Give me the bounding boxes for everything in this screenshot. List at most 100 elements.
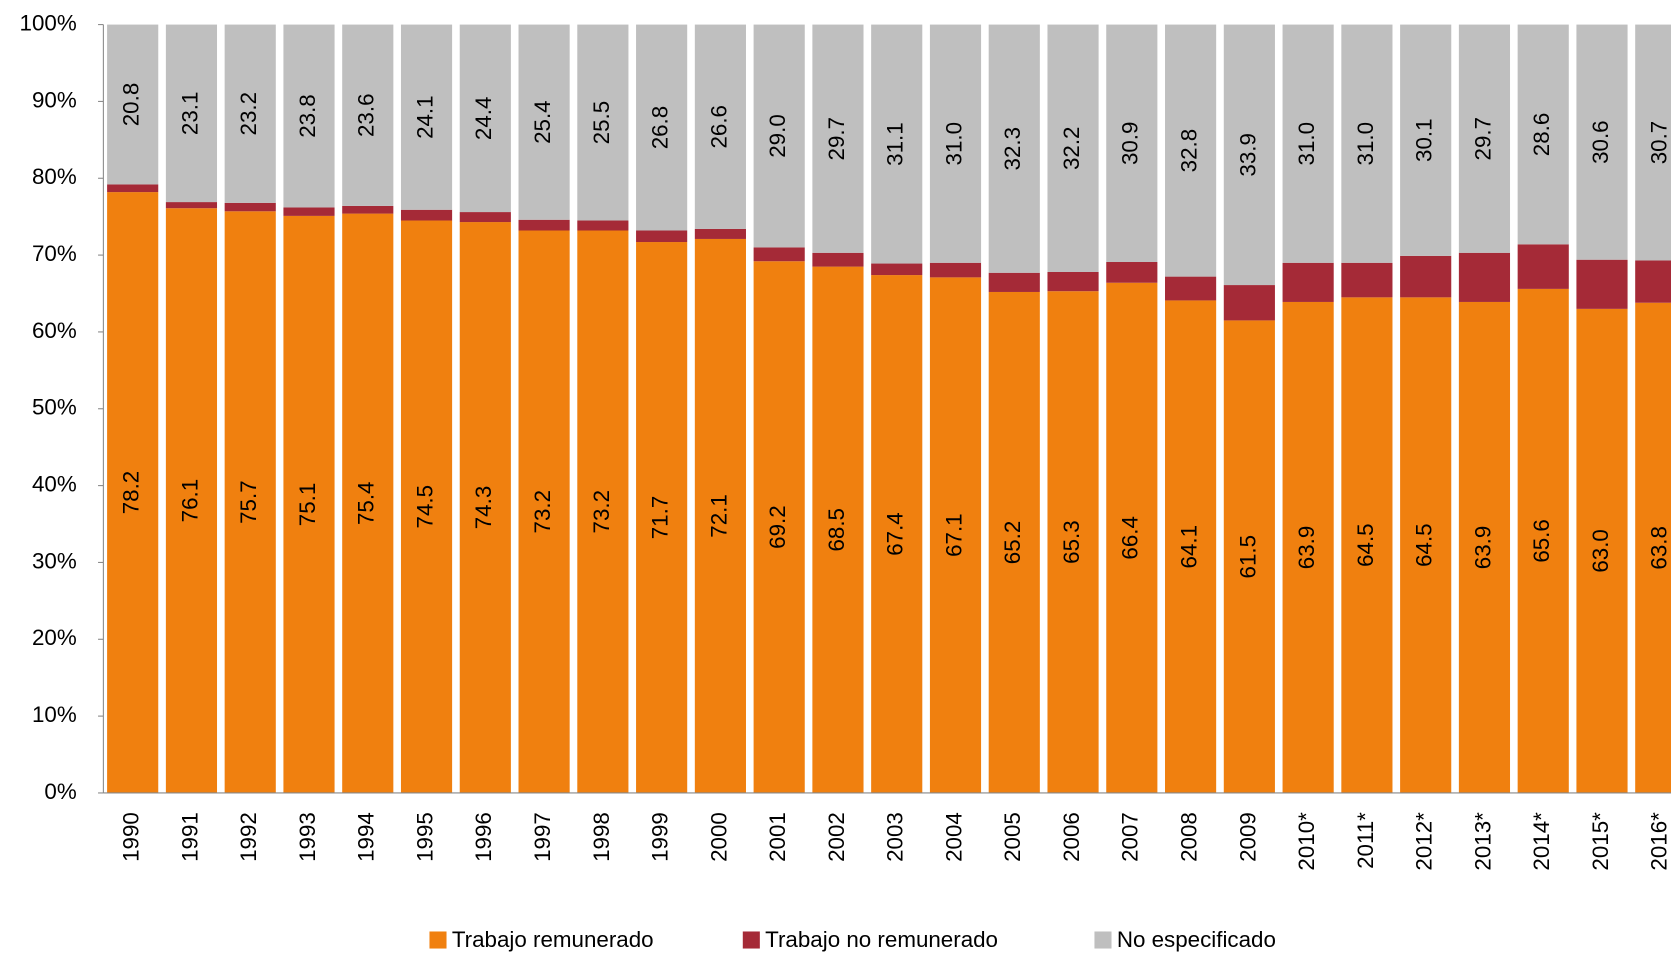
bar-segment (1400, 255, 1452, 298)
value-label: 23.1 (177, 92, 202, 136)
bar-segment (1282, 301, 1334, 793)
legend-label: Trabajo remunerado (452, 927, 654, 952)
x-tick-label: 2014* (1529, 812, 1554, 871)
value-label: 64.5 (1412, 523, 1437, 567)
value-label: 76.1 (177, 479, 202, 523)
bar-segment (636, 230, 688, 243)
value-label: 31.0 (941, 122, 966, 166)
y-tick-label: 70% (32, 241, 77, 266)
bar-segment (577, 230, 629, 793)
bar-segment (577, 24, 629, 221)
value-label: 63.8 (1647, 526, 1671, 570)
bar-segment (1047, 291, 1099, 793)
value-label: 29.7 (824, 117, 849, 161)
bar-segment (1576, 24, 1628, 260)
value-label: 29.0 (765, 114, 790, 158)
bar-segment (988, 24, 1040, 273)
bar-segment (1223, 285, 1275, 321)
bar-segment (871, 24, 923, 264)
bar-segment (518, 219, 570, 231)
value-label: 71.7 (648, 496, 673, 540)
x-tick-label: 1993 (295, 812, 320, 862)
value-label: 23.6 (354, 93, 379, 137)
value-label: 65.6 (1529, 519, 1554, 563)
y-tick-label: 30% (32, 548, 77, 573)
value-label: 65.3 (1059, 520, 1084, 564)
x-tick-label: 2012* (1412, 812, 1437, 871)
bar-segment (1106, 24, 1158, 263)
legend-swatch (1094, 931, 1112, 949)
bar-segment (400, 220, 453, 793)
value-label: 75.7 (236, 480, 261, 524)
x-tick-label: 1995 (412, 812, 437, 862)
value-label: 78.2 (119, 471, 144, 515)
value-label: 75.4 (354, 482, 379, 526)
y-tick-label: 90% (32, 87, 77, 112)
value-label: 33.9 (1235, 133, 1260, 177)
bar-segment (165, 202, 218, 209)
bar-segment (107, 192, 159, 793)
bar-segment (459, 24, 511, 213)
value-label: 63.9 (1470, 526, 1495, 570)
bar-segment (1165, 300, 1217, 793)
y-tick-label: 50% (32, 395, 77, 420)
bar-segment (1165, 276, 1217, 301)
bar-segment (1458, 301, 1511, 793)
bar-segment (929, 262, 982, 278)
y-tick-label: 20% (32, 625, 77, 650)
value-label: 26.6 (706, 105, 731, 149)
x-tick-label: 1997 (530, 812, 555, 862)
value-label: 23.2 (236, 92, 261, 136)
bar-segment (1223, 24, 1275, 286)
bar-segment (224, 24, 276, 203)
x-tick-label: 2000 (706, 812, 731, 862)
bar-segment (224, 211, 276, 793)
x-tick-label: 2013* (1470, 812, 1495, 871)
bar-segment (1400, 297, 1452, 793)
bar-segment (165, 24, 218, 203)
bar-segment (459, 212, 511, 223)
x-tick-label: 2009 (1235, 812, 1260, 862)
x-tick-label: 2002 (824, 812, 849, 862)
bar-segment (1517, 24, 1569, 245)
bar-segment (1517, 288, 1569, 793)
bar-segment (1458, 252, 1511, 302)
value-label: 63.9 (1294, 526, 1319, 570)
value-label: 31.0 (1353, 122, 1378, 166)
value-label: 20.8 (119, 83, 144, 127)
x-tick-label: 2015* (1588, 812, 1613, 871)
x-tick-label: 2004 (941, 812, 966, 862)
value-label: 31.1 (883, 122, 908, 166)
bar-segment (1282, 24, 1334, 263)
bar-segment (812, 252, 864, 267)
bar-segment (1341, 262, 1393, 298)
value-label: 24.1 (412, 95, 437, 139)
value-label: 26.8 (648, 106, 673, 150)
x-tick-label: 2003 (883, 812, 908, 862)
bar-segment (871, 263, 923, 276)
value-label: 30.9 (1118, 122, 1143, 166)
x-tick-label: 1999 (648, 812, 673, 862)
bar-segment (636, 242, 688, 793)
value-label: 75.1 (295, 483, 320, 527)
y-tick-label: 10% (32, 702, 77, 727)
x-tick-label: 2007 (1118, 812, 1143, 862)
bar-segment (1400, 24, 1452, 256)
bar-segment (1047, 271, 1099, 292)
bar-segment (694, 238, 746, 793)
bar-segment (1223, 320, 1275, 793)
y-tick-label: 40% (32, 472, 77, 497)
bar-segment (400, 209, 453, 221)
x-tick-label: 2011* (1353, 812, 1378, 869)
value-label: 25.5 (589, 101, 614, 145)
value-label: 28.6 (1529, 113, 1554, 157)
bar-segment (518, 24, 570, 220)
x-tick-label: 1998 (589, 812, 614, 862)
bar-segment (871, 275, 923, 793)
x-tick-label: 2010* (1294, 812, 1319, 871)
bar-segment (1106, 282, 1158, 793)
bar-segment (694, 24, 746, 229)
bar-segment (577, 220, 629, 231)
